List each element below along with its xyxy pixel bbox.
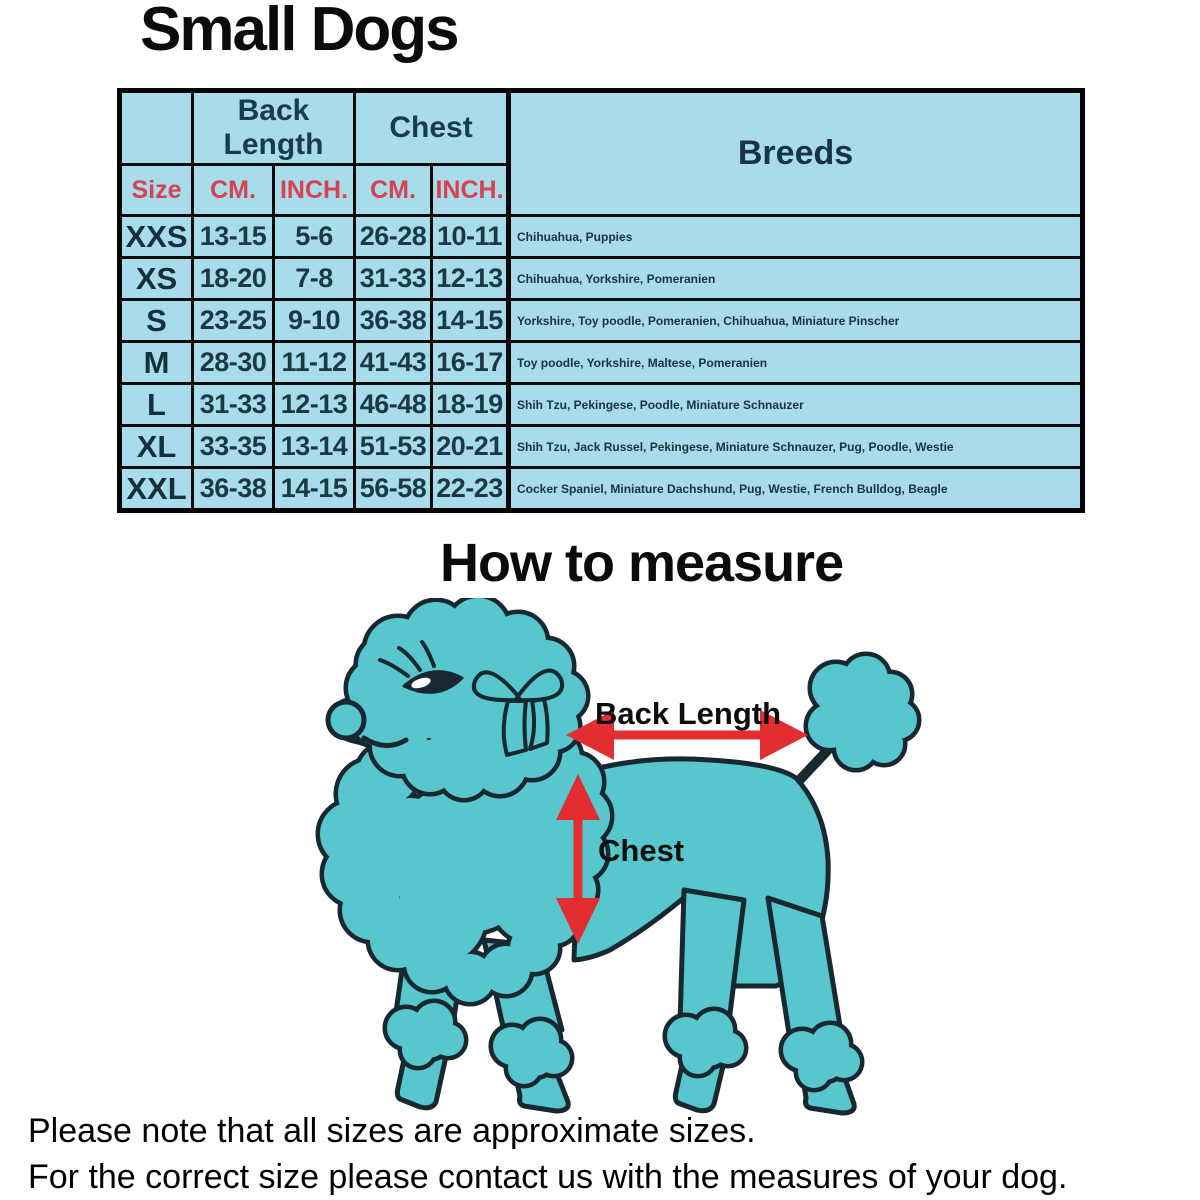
cell-size: XXL (118, 466, 194, 512)
size-header: Size (118, 163, 194, 217)
cell-back-cm: 28-30 (191, 340, 275, 385)
cell-back-inch: 11-12 (272, 340, 356, 385)
chest-label: Chest (598, 833, 684, 868)
table-sub-header-row: Size CM. INCH. CM. INCH. (118, 163, 1083, 217)
page-title: Small Dogs (140, 0, 460, 64)
back-length-arrowhead-left (566, 710, 614, 760)
cell-back-inch: 9-10 (272, 298, 356, 343)
cell-chest-cm: 46-48 (353, 382, 433, 427)
bow-ribbon-right (528, 697, 550, 751)
eye-highlight (411, 677, 431, 689)
cell-chest-cm: 51-53 (353, 424, 433, 469)
cell-breeds: Yorkshire, Toy poodle, Pomeranien, Chihu… (506, 298, 1085, 343)
cell-breeds: Shih Tzu, Pekingese, Poodle, Miniature S… (506, 382, 1085, 427)
cell-size: L (118, 382, 194, 427)
back-cm-header: CM. (191, 163, 275, 217)
cell-size: XL (118, 424, 194, 469)
nose (325, 699, 367, 741)
table-row: L 31-33 12-13 46-48 18-19 Shih Tzu, Pekingese… (118, 382, 1085, 427)
blank-corner-cell (118, 89, 194, 166)
cell-size: M (118, 340, 194, 385)
note-line-1: Please note that all sizes are approxima… (28, 1112, 756, 1150)
cell-chest-inch: 12-13 (429, 256, 511, 301)
cell-breeds: Chihuahua, Puppies (506, 214, 1085, 259)
cell-chest-cm: 36-38 (353, 298, 433, 343)
cell-chest-cm: 41-43 (353, 340, 433, 385)
footer-notes: Please note that all sizes are approxima… (28, 1108, 1067, 1200)
cell-back-cm: 23-25 (191, 298, 275, 343)
chest-cm-header: CM. (353, 163, 433, 217)
size-table: Back Length Chest Breeds Size CM. INCH. … (117, 88, 1086, 513)
cell-back-inch: 5-6 (272, 214, 356, 259)
chest-group-header: Chest (352, 89, 511, 166)
back-inch-header: INCH. (272, 163, 356, 217)
cell-back-inch: 13-14 (272, 424, 356, 469)
table-row: M 28-30 11-12 41-43 16-17 Toy poodle, Yorkshi… (118, 340, 1085, 385)
cell-chest-cm: 56-58 (353, 466, 433, 512)
cell-back-cm: 31-33 (191, 382, 275, 427)
back-length-arrowhead-right (760, 710, 808, 760)
cell-breeds: Toy poodle, Yorkshire, Maltese, Pomerani… (506, 340, 1085, 385)
eyelash-1 (378, 658, 410, 678)
cell-size: S (118, 298, 194, 343)
cell-chest-inch: 16-17 (429, 340, 511, 385)
cell-size: XXS (118, 214, 194, 259)
measure-heading: How to measure (440, 533, 844, 593)
rear-right-leg (765, 895, 845, 1043)
dog-measurement-diagram: Back Length Chest (280, 598, 960, 1116)
cell-chest-inch: 18-19 (429, 382, 511, 427)
cell-back-inch: 14-15 (272, 466, 356, 512)
chest-arrowhead-top (556, 774, 600, 820)
size-chart: Back Length Chest Breeds Size CM. INCH. … (117, 88, 1086, 513)
cell-back-cm: 13-15 (191, 214, 275, 259)
chest-arrowhead-bottom (556, 898, 600, 944)
back-length-arrow (566, 710, 808, 760)
cell-back-inch: 12-13 (272, 382, 356, 427)
cell-chest-inch: 10-11 (429, 214, 511, 259)
cell-back-cm: 18-20 (191, 256, 275, 301)
table-row: XS 18-20 7-8 31-33 12-13 Chihuahua, Yorkshire… (118, 256, 1085, 301)
table-row: XL 33-35 13-14 51-53 20-21 Shih Tzu, Jack Rus… (118, 424, 1085, 469)
cell-chest-inch: 14-15 (429, 298, 511, 343)
table-row: XXL 36-38 14-15 56-58 22-23 Cocker Spaniel, M… (118, 466, 1085, 512)
cell-size: XS (118, 256, 194, 301)
back-length-label: Back Length (595, 696, 781, 731)
cell-back-cm: 36-38 (191, 466, 275, 512)
mouth-smile (361, 735, 409, 748)
bow-ribbon-left (501, 699, 528, 757)
cell-breeds: Chihuahua, Yorkshire, Pomeranien (506, 256, 1085, 301)
eyelash-2 (397, 646, 422, 672)
chest-arrow (556, 774, 600, 944)
back-length-group-header: Back Length (191, 89, 356, 166)
chest-inch-header: INCH. (429, 163, 511, 217)
cell-back-inch: 7-8 (272, 256, 356, 301)
cell-chest-cm: 26-28 (353, 214, 433, 259)
breeds-header: Breeds (506, 89, 1085, 217)
cell-chest-cm: 31-33 (353, 256, 433, 301)
cell-chest-inch: 20-21 (429, 424, 511, 469)
cell-breeds: Shih Tzu, Jack Russel, Pekingese, Miniat… (506, 424, 1085, 469)
poodle-drawing (320, 598, 917, 1116)
size-table-body: XXS 13-15 5-6 26-28 10-11 Chihuahua, Puppies X… (118, 214, 1085, 512)
table-row: S 23-25 9-10 36-38 14-15 Yorkshire, Toy poodl… (118, 298, 1085, 343)
eyelash-3 (420, 640, 436, 668)
table-group-header-row: Back Length Chest Breeds (118, 89, 1085, 217)
cell-back-cm: 33-35 (191, 424, 275, 469)
bow-left-loop (471, 670, 520, 703)
cell-breeds: Cocker Spaniel, Miniature Dachshund, Pug… (506, 466, 1085, 512)
cell-chest-inch: 22-23 (429, 466, 511, 512)
dog-body (571, 756, 831, 989)
table-row: XXS 13-15 5-6 26-28 10-11 Chihuahua, Puppies (118, 214, 1085, 259)
note-line-2: For the correct size please contact us w… (28, 1158, 1068, 1196)
